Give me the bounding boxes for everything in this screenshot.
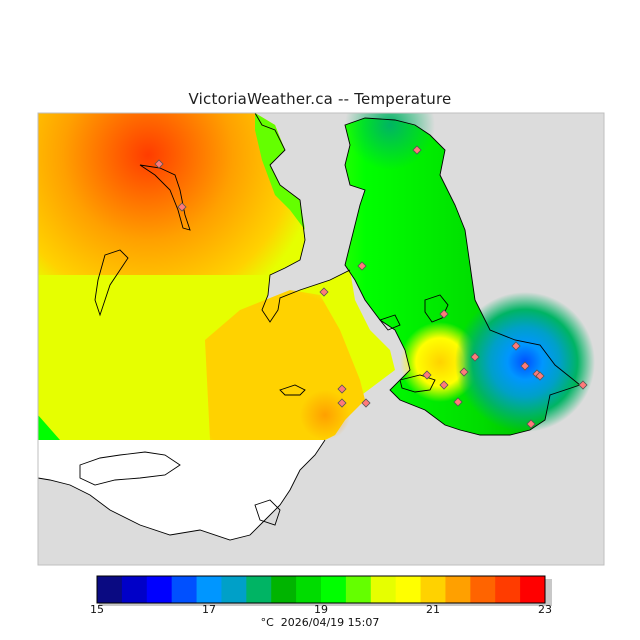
station-marker: [177, 202, 187, 212]
station-markers: [154, 145, 588, 429]
station-marker: [520, 361, 530, 371]
footer: °C 2026/04/19 15:07: [0, 616, 640, 629]
colorbar-swatch: [495, 576, 521, 603]
station-marker: [422, 370, 432, 380]
colorbar-swatch: [321, 576, 347, 603]
colorbar-swatch: [420, 576, 446, 603]
colorbar-swatch: [196, 576, 222, 603]
colorbar-swatch: [146, 576, 173, 603]
station-marker: [357, 261, 367, 271]
colorbar-border: [96, 575, 546, 604]
colorbar-tick-label: 17: [202, 603, 216, 616]
map-frame: [37, 112, 605, 566]
station-marker: [459, 367, 469, 377]
station-marker: [453, 397, 463, 407]
green-coast-strip: [255, 113, 305, 230]
station-marker: [337, 398, 347, 408]
station-marker: [361, 398, 371, 408]
colorbar-swatch: [395, 576, 422, 603]
station-marker: [439, 380, 449, 390]
timestamp: 2026/04/19 15:07: [280, 616, 380, 629]
coastlines: [37, 112, 581, 541]
station-marker: [154, 159, 164, 169]
colorbar: [96, 575, 546, 604]
colorbar-swatch: [445, 576, 471, 603]
station-marker: [337, 384, 347, 394]
colorbar-swatch: [97, 576, 123, 603]
colorbar-swatch: [121, 576, 148, 603]
map-title: VictoriaWeather.ca -- Temperature: [188, 90, 452, 108]
station-marker: [535, 371, 545, 381]
warm-spot: [300, 390, 350, 440]
colorbar-swatch: [271, 576, 297, 603]
colorbar-swatch: [296, 576, 322, 603]
colorbar-tick-label: 19: [314, 603, 328, 616]
no-data-area: [38, 440, 325, 540]
colorbar-swatch: [345, 576, 372, 603]
colorbar-swatch: [470, 576, 496, 603]
station-marker: [319, 287, 329, 297]
colorbar-swatch: [221, 576, 247, 603]
colorbar-swatch: [171, 576, 198, 603]
colorbar-tick-label: 21: [426, 603, 440, 616]
station-marker: [578, 380, 588, 390]
station-marker: [412, 145, 422, 155]
station-marker: [470, 352, 480, 362]
green-corner-sw: [38, 415, 60, 440]
cool-zone-north: [345, 113, 435, 170]
station-marker: [439, 309, 449, 319]
station-marker: [511, 341, 521, 351]
colorbar-swatch: [370, 576, 397, 603]
colorbar-tick-label: 15: [90, 603, 104, 616]
unit-label: °C: [260, 616, 274, 629]
colorbar-swatch: [246, 576, 272, 603]
station-marker: [526, 419, 536, 429]
colorbar-tick-label: 23: [538, 603, 552, 616]
colorbar-swatch: [520, 576, 546, 603]
